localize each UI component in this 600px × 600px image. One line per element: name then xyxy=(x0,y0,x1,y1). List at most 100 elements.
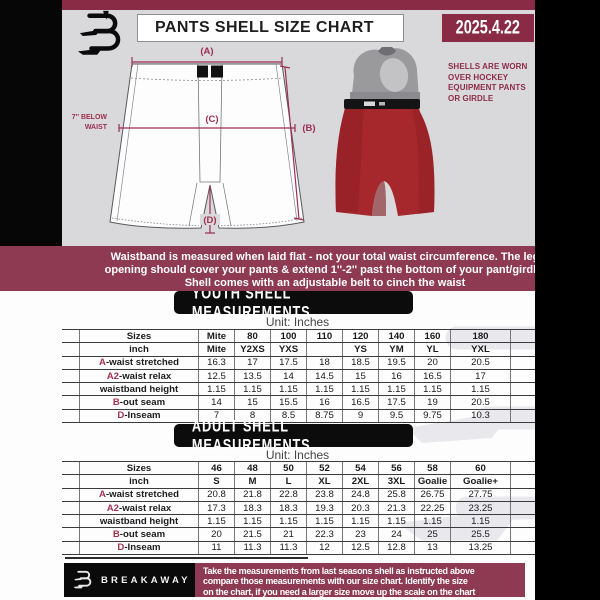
row-label-cell: D -Inseam xyxy=(79,409,198,423)
row-label-cell: inch xyxy=(79,343,198,356)
breakaway-logo-footer-icon xyxy=(73,570,92,589)
footer-note-line: Take the measurements from last seasons … xyxy=(203,565,475,576)
value-cell: YM xyxy=(378,343,414,356)
value-cell: 23.8 xyxy=(306,488,342,501)
value-cell: 20 xyxy=(198,528,234,541)
value-cell: 18.3 xyxy=(234,501,270,515)
measure-line-d xyxy=(205,186,215,234)
value-cell: 13.5 xyxy=(234,369,270,383)
value-cell: 25.8 xyxy=(378,488,414,501)
value-cell: 48 xyxy=(234,462,270,475)
value-cell: YS xyxy=(342,343,378,356)
value-cell: 80 xyxy=(234,330,270,343)
value-cell: 24.8 xyxy=(342,488,378,501)
value-cell: 8 xyxy=(234,409,270,423)
row-label-cell: A -waist stretched xyxy=(79,488,198,501)
value-cell: 180 xyxy=(450,330,511,343)
measure-line-a xyxy=(131,57,283,67)
value-cell: 13.25 xyxy=(450,541,511,555)
adult-measurements-table: Sizes 46 48 50 52 54 56 58 60 inch S M L XL 2XL 3XL Goal… xyxy=(62,461,535,556)
table-row: A2 -waist relax 12.5 13.5 14 14.5 15 16 16.5 17 xyxy=(62,369,535,384)
value-cell: 1.15 xyxy=(270,383,306,396)
value-cell: 140 xyxy=(378,330,414,343)
right-black-strip xyxy=(535,0,600,600)
adult-unit-label: Unit: Inches xyxy=(265,448,330,462)
value-cell: 1.15 xyxy=(378,383,414,396)
top-maroon-stripe xyxy=(62,0,535,10)
value-cell: 10.3 xyxy=(450,409,511,423)
footer-divider xyxy=(65,557,308,559)
value-cell: 25.5 xyxy=(450,528,511,541)
value-cell: 1.15 xyxy=(414,515,450,528)
value-cell: 22.25 xyxy=(414,501,450,515)
value-cell: 1.15 xyxy=(342,515,378,528)
table-row: B -out seam 20 21.5 21 22.3 23 24 25 25.5 xyxy=(62,528,535,542)
footer-note-line: compare those measurements with our size… xyxy=(203,576,468,587)
value-cell: 3XL xyxy=(378,475,414,488)
value-cell: 9.5 xyxy=(378,409,414,423)
value-cell: 22.3 xyxy=(306,528,342,541)
value-cell: 1.15 xyxy=(306,383,342,396)
value-cell: 50 xyxy=(270,462,306,475)
label-d: (D) xyxy=(203,215,216,226)
adult-banner-text: ADULT SHELL MEASUREMENTS xyxy=(191,416,311,455)
table-row: Sizes Mite 80 100 110 120 140 160 180 xyxy=(62,329,535,344)
value-cell: 23.25 xyxy=(450,501,511,515)
value-cell: 8.75 xyxy=(306,409,342,423)
value-cell: 19.5 xyxy=(378,356,414,369)
value-cell: 11.3 xyxy=(270,541,306,555)
value-cell: 18 xyxy=(306,356,342,369)
value-cell: 120 xyxy=(342,330,378,343)
value-cell: 19.3 xyxy=(306,501,342,515)
value-cell: 16 xyxy=(306,396,342,409)
value-cell: 1.15 xyxy=(378,515,414,528)
value-cell: 20.5 xyxy=(450,396,511,409)
waist-note-line2: WAIST xyxy=(85,124,108,131)
value-cell: 23 xyxy=(342,528,378,541)
top-section: PANTS SHELL SIZE CHART 2025.4.22 xyxy=(0,0,600,246)
footer-note-box: Take the measurements from last seasons … xyxy=(195,563,525,597)
table-row: B -out seam 14 15 15.5 16 16.5 17.5 19 20.5 xyxy=(62,396,535,410)
value-cell: 1.15 xyxy=(234,515,270,528)
table-row: inch Mite Y2XS YXS YS YM YL YXL xyxy=(62,343,535,357)
measure-line-c xyxy=(118,124,296,132)
value-cell: 17.5 xyxy=(378,396,414,409)
label-c: (C) xyxy=(205,114,218,125)
value-cell: 16.5 xyxy=(414,369,450,383)
info-band-line: Waistband is measured when laid flat - n… xyxy=(110,251,540,263)
value-cell: 56 xyxy=(378,462,414,475)
value-cell: 24 xyxy=(378,528,414,541)
label-a: (A) xyxy=(200,46,213,57)
info-band: Waistband is measured when laid flat - n… xyxy=(0,246,600,291)
footer-note-line: on the chart, if you need a larger size … xyxy=(203,586,476,597)
photo-note-line: OR GIRDLE xyxy=(448,93,494,103)
table-row: inch S M L XL 2XL 3XL Goalie Goalie+ xyxy=(62,475,535,489)
photo-note-line: EQUIPMENT PANTS xyxy=(448,83,526,92)
value-cell: 8.5 xyxy=(270,409,306,423)
value-cell: 20.3 xyxy=(342,501,378,515)
value-cell: 16.5 xyxy=(342,396,378,409)
row-label-cell: D -Inseam xyxy=(79,541,198,555)
row-label-cell: inch xyxy=(79,475,198,488)
info-band-line: opening should cover your pants & extend… xyxy=(104,263,546,276)
value-cell: 1.15 xyxy=(450,515,511,528)
value-cell: Y2XS xyxy=(234,343,270,356)
belt-buckle xyxy=(197,65,208,78)
value-cell: 11.3 xyxy=(234,541,270,555)
value-cell: 160 xyxy=(414,330,450,343)
value-cell: 14 xyxy=(198,396,234,409)
value-cell: 7 xyxy=(198,409,234,423)
left-black-strip xyxy=(0,0,62,246)
value-cell: XL xyxy=(306,475,342,488)
adult-section-banner: ADULT SHELL MEASUREMENTS xyxy=(174,416,413,455)
table-row: Sizes 46 48 50 52 54 56 58 60 xyxy=(62,461,535,476)
value-cell: 12 xyxy=(306,541,342,555)
youth-section-banner: YOUTH SHELL MEASUREMENTS xyxy=(174,283,413,322)
shell-product-photo xyxy=(335,47,435,216)
value-cell: 11 xyxy=(198,541,234,555)
value-cell: 17.3 xyxy=(198,501,234,515)
waist-note-line1: 7'' BELOW xyxy=(72,114,108,121)
value-cell: 16.3 xyxy=(198,356,234,369)
value-cell: 15 xyxy=(342,369,378,383)
